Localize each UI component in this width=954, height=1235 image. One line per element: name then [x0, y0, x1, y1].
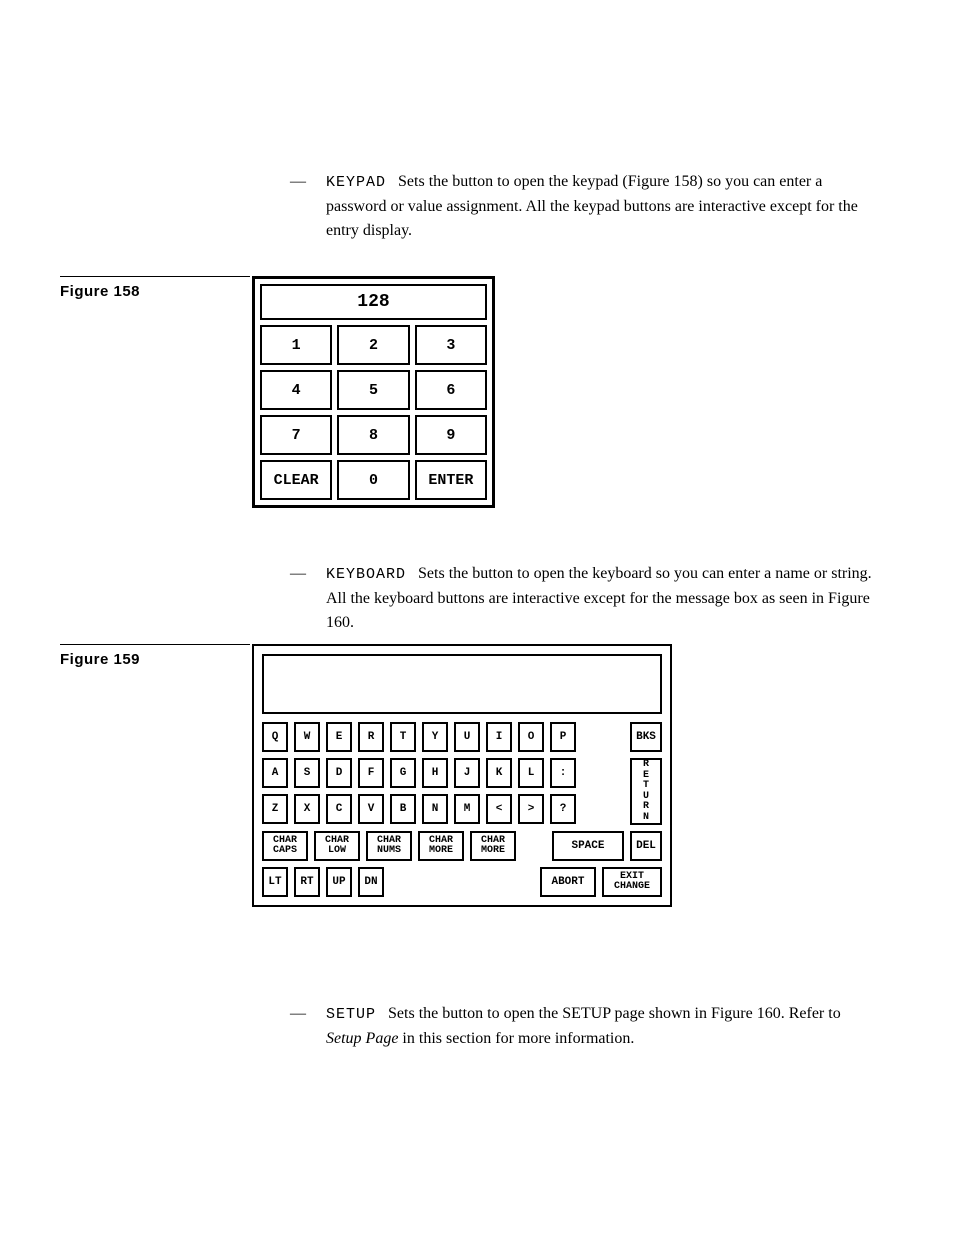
keypad-0[interactable]: 0 — [337, 460, 409, 500]
key-lt[interactable]: < — [486, 794, 512, 824]
key-char-low[interactable]: CHAR LOW — [314, 831, 360, 861]
setup-desc-1: Sets the button to open the SETUP page s… — [388, 1005, 841, 1022]
keypad-6[interactable]: 6 — [415, 370, 487, 410]
figure-158-label: Figure 158 — [60, 283, 140, 300]
key-h[interactable]: H — [422, 758, 448, 788]
keypad-row: 1 2 3 — [260, 325, 487, 365]
figure-159-label: Figure 159 — [60, 651, 140, 668]
keypad-figure: 128 1 2 3 4 5 6 7 8 9 CLEAR 0 ENTER — [252, 276, 495, 508]
key-r[interactable]: R — [358, 722, 384, 752]
key-o[interactable]: O — [518, 722, 544, 752]
key-char-caps[interactable]: CHAR CAPS — [262, 831, 308, 861]
keypad-2[interactable]: 2 — [337, 325, 409, 365]
key-g[interactable]: G — [390, 758, 416, 788]
key-x[interactable]: X — [294, 794, 320, 824]
keyboard-row: LT RT UP DN ABORT EXIT CHANGE — [262, 867, 662, 897]
key-b[interactable]: B — [390, 794, 416, 824]
keypad-4[interactable]: 4 — [260, 370, 332, 410]
keyboard-row: CHAR CAPS CHAR LOW CHAR NUMS CHAR MORE C… — [262, 831, 662, 861]
key-n[interactable]: N — [422, 794, 448, 824]
keypad-row: 4 5 6 — [260, 370, 487, 410]
keypad-3[interactable]: 3 — [415, 325, 487, 365]
keypad-7[interactable]: 7 — [260, 415, 332, 455]
key-j[interactable]: J — [454, 758, 480, 788]
key-s[interactable]: S — [294, 758, 320, 788]
keypad-display: 128 — [260, 284, 487, 320]
key-z[interactable]: Z — [262, 794, 288, 824]
key-i[interactable]: I — [486, 722, 512, 752]
key-k[interactable]: K — [486, 758, 512, 788]
keypad-label: KEYPAD — [326, 174, 386, 191]
keyboard-row: Q W E R T Y U I O P BKS — [262, 722, 662, 752]
key-l[interactable]: L — [518, 758, 544, 788]
key-space[interactable]: SPACE — [552, 831, 624, 861]
key-bks[interactable]: BKS — [630, 722, 662, 752]
keyboard-message-box — [262, 654, 662, 714]
key-u[interactable]: U — [454, 722, 480, 752]
key-char-nums[interactable]: CHAR NUMS — [366, 831, 412, 861]
key-dn-nav[interactable]: DN — [358, 867, 384, 897]
key-exit-change[interactable]: EXIT CHANGE — [602, 867, 662, 897]
keypad-1[interactable]: 1 — [260, 325, 332, 365]
keyboard-row: A S D F G H J K L : — [262, 758, 624, 788]
key-lt-nav[interactable]: LT — [262, 867, 288, 897]
key-return[interactable]: R E T U R N — [630, 758, 662, 825]
setup-desc-2: in this section for more information. — [398, 1030, 634, 1047]
key-y[interactable]: Y — [422, 722, 448, 752]
key-w[interactable]: W — [294, 722, 320, 752]
key-e[interactable]: E — [326, 722, 352, 752]
keyboard-row: Z X C V B N M < > ? — [262, 794, 624, 824]
setup-italic: Setup Page — [326, 1030, 398, 1047]
keypad-row: 7 8 9 — [260, 415, 487, 455]
key-a[interactable]: A — [262, 758, 288, 788]
keypad-desc: Sets the button to open the keypad (Figu… — [326, 173, 858, 239]
key-m[interactable]: M — [454, 794, 480, 824]
section-keyboard: — KEYBOARD Sets the button to open the k… — [290, 562, 880, 635]
key-char-more2[interactable]: CHAR MORE — [470, 831, 516, 861]
key-gt[interactable]: > — [518, 794, 544, 824]
keypad-8[interactable]: 8 — [337, 415, 409, 455]
key-qmark[interactable]: ? — [550, 794, 576, 824]
keypad-clear[interactable]: CLEAR — [260, 460, 332, 500]
key-p[interactable]: P — [550, 722, 576, 752]
key-char-more[interactable]: CHAR MORE — [418, 831, 464, 861]
keypad-row: CLEAR 0 ENTER — [260, 460, 487, 500]
key-q[interactable]: Q — [262, 722, 288, 752]
key-c[interactable]: C — [326, 794, 352, 824]
key-d[interactable]: D — [326, 758, 352, 788]
setup-label: SETUP — [326, 1006, 376, 1023]
key-t[interactable]: T — [390, 722, 416, 752]
keyboard-desc: Sets the button to open the keyboard so … — [326, 565, 872, 631]
key-colon[interactable]: : — [550, 758, 576, 788]
key-del[interactable]: DEL — [630, 831, 662, 861]
key-up-nav[interactable]: UP — [326, 867, 352, 897]
keyboard-figure: Q W E R T Y U I O P BKS — [252, 644, 672, 907]
key-abort[interactable]: ABORT — [540, 867, 596, 897]
section-keypad: — KEYPAD Sets the button to open the key… — [290, 170, 880, 243]
keypad-enter[interactable]: ENTER — [415, 460, 487, 500]
key-rt-nav[interactable]: RT — [294, 867, 320, 897]
keypad-9[interactable]: 9 — [415, 415, 487, 455]
section-setup: — SETUP Sets the button to open the SETU… — [290, 1002, 880, 1051]
key-f[interactable]: F — [358, 758, 384, 788]
keypad-5[interactable]: 5 — [337, 370, 409, 410]
key-v[interactable]: V — [358, 794, 384, 824]
keyboard-label: KEYBOARD — [326, 566, 406, 583]
